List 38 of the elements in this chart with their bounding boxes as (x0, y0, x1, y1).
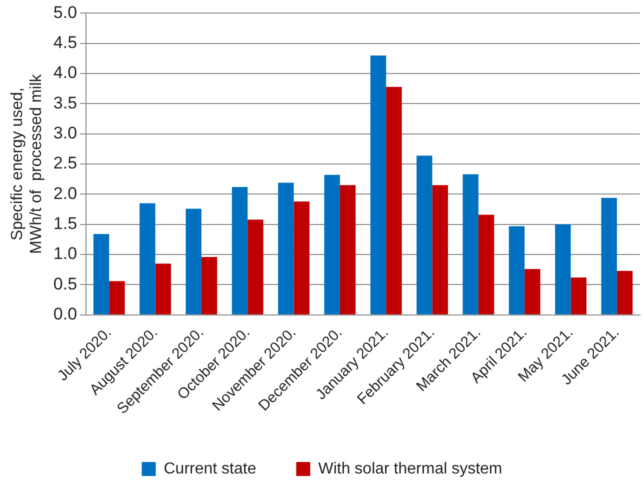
legend-label: With solar thermal system (318, 460, 502, 478)
y-tick-label: 1.0 (53, 244, 78, 264)
bar (432, 185, 448, 314)
bar (524, 269, 540, 314)
y-tick-label: 2.0 (53, 184, 78, 203)
bar (478, 214, 494, 314)
y-tick-label: 5.0 (53, 2, 78, 22)
y-tick-label: 1.5 (53, 214, 78, 234)
bar (616, 270, 633, 314)
bar (340, 185, 356, 314)
y-tick-label: 4.5 (53, 33, 78, 52)
y-tick-label: 0.5 (53, 274, 78, 294)
bar (462, 174, 478, 314)
y-tick-label: 3.5 (53, 93, 78, 112)
bar (416, 156, 432, 314)
y-tick-label: 4.0 (53, 63, 78, 82)
bar (570, 277, 586, 314)
bar (386, 86, 402, 314)
bar (248, 220, 264, 314)
bar (555, 224, 571, 314)
bar (186, 208, 202, 314)
legend-label: Current state (164, 460, 256, 478)
bar (294, 201, 310, 314)
bar (140, 203, 156, 314)
bar (370, 55, 386, 314)
bar (155, 264, 171, 314)
bar (201, 256, 218, 314)
y-axis-title: Specific energy used, MWh/t of processed milk (9, 73, 46, 254)
bar (278, 182, 294, 314)
bar (601, 198, 617, 314)
bar (324, 174, 340, 314)
bar (508, 226, 525, 314)
y-tick-label: 0.0 (53, 304, 78, 324)
y-tick-label: 2.5 (53, 154, 78, 173)
bar (93, 234, 110, 314)
bar (232, 186, 248, 314)
bar (109, 281, 125, 314)
y-tick-label: 3.0 (53, 124, 78, 143)
